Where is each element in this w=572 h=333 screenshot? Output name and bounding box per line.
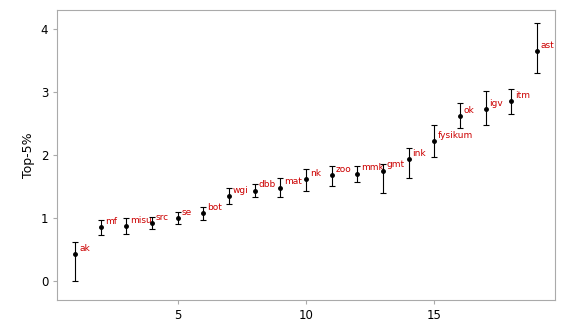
Text: gmt: gmt: [387, 160, 405, 169]
Text: nk: nk: [310, 168, 321, 177]
Text: ak: ak: [79, 244, 90, 253]
Text: mmk: mmk: [361, 164, 384, 172]
Y-axis label: Top-5%: Top-5%: [22, 132, 35, 178]
Text: ast: ast: [541, 41, 554, 50]
Text: ok: ok: [464, 106, 475, 115]
Text: wgi: wgi: [233, 185, 249, 194]
Text: mf: mf: [105, 217, 117, 226]
Text: mat: mat: [284, 177, 302, 186]
Text: src: src: [156, 212, 169, 221]
Text: bot: bot: [207, 203, 222, 212]
Text: igv: igv: [490, 99, 503, 108]
Text: ink: ink: [412, 149, 426, 158]
Text: itm: itm: [515, 91, 530, 100]
Text: se: se: [182, 207, 192, 216]
Text: misu: misu: [130, 216, 152, 225]
Text: fysikum: fysikum: [438, 131, 474, 140]
Text: dbb: dbb: [259, 180, 276, 189]
Text: zoo: zoo: [336, 165, 351, 174]
